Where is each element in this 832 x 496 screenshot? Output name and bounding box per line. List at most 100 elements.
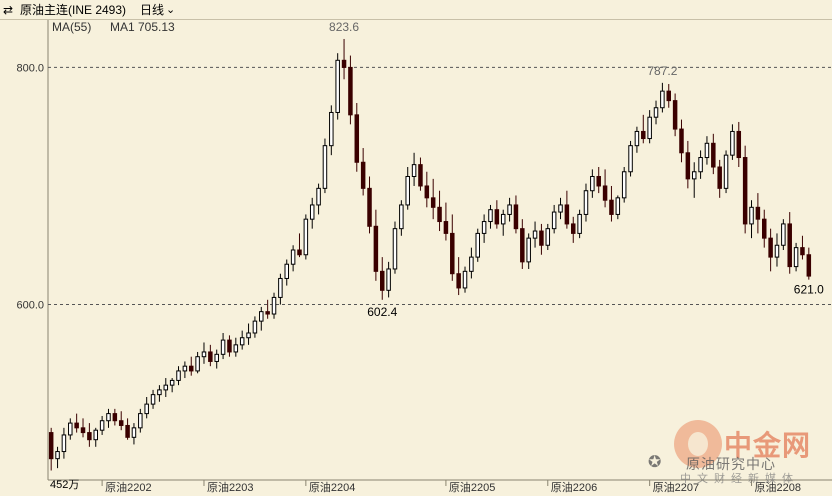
candle-down [118, 420, 124, 426]
chart-header: ⇄ 原油主连(INE 2493) 日线 ⌄ [0, 0, 832, 20]
candle-up [239, 337, 245, 346]
candle-down [74, 422, 79, 429]
candle-up [558, 204, 563, 213]
watermark-brand: 中金网 [724, 430, 812, 461]
candle-up [335, 59, 340, 113]
candle-up [545, 228, 551, 246]
candle-down [125, 424, 130, 438]
x-tick-label: 原油2205 [449, 480, 495, 494]
candle-up [233, 344, 239, 353]
candle-down [265, 311, 270, 315]
candle-up [201, 351, 207, 358]
candle-down [761, 218, 767, 239]
candle-down [430, 197, 436, 208]
candlestick-chart[interactable]: 600.0 800.0 原油2202 原油2203 原油2204 原油2205 原油220… [0, 20, 832, 496]
candle-up [462, 270, 468, 289]
candle-up [220, 339, 226, 355]
candle-up [329, 111, 334, 147]
candle-up [303, 218, 309, 256]
x-tick-label: 原油2204 [309, 480, 355, 494]
candle-down [666, 90, 672, 102]
candle-down [379, 270, 385, 291]
candle-down [348, 66, 353, 116]
candle-up [469, 256, 474, 272]
candle-up [507, 204, 512, 215]
candle-up [793, 247, 799, 268]
candle-up [252, 320, 258, 334]
candle-up [163, 384, 169, 391]
candle-down [609, 199, 614, 215]
candle-up [660, 90, 665, 109]
candle-down [112, 413, 118, 422]
candle-up [590, 175, 595, 192]
candle-down [456, 273, 461, 289]
candle-down [360, 161, 366, 189]
candle-down [685, 152, 691, 180]
watermark-logo [674, 420, 722, 468]
candle-down [539, 230, 544, 246]
candle-up [749, 206, 754, 225]
candle-up [214, 353, 219, 362]
x-tick-label: 原油2202 [105, 480, 151, 494]
indicator-ma1: MA1 705.13 [110, 20, 175, 34]
price-annotation: 823.6 [329, 20, 359, 34]
candle-up [647, 116, 652, 140]
candle-up [144, 403, 149, 415]
candle-up [246, 332, 251, 339]
candle-up [475, 232, 481, 258]
candle-up [150, 394, 156, 405]
candle-down [679, 128, 684, 154]
candle-down [806, 254, 812, 277]
candle-down [711, 142, 716, 168]
candle-up [93, 429, 99, 441]
candle-up [99, 420, 105, 431]
grid-lines [48, 66, 832, 306]
candle-down [602, 185, 608, 201]
price-annotation: 621.0 [794, 283, 824, 297]
x-tick-label: 原油2203 [207, 480, 253, 494]
candle-up [271, 296, 277, 315]
period-selector[interactable]: 日线 [140, 3, 165, 17]
candle-down [672, 100, 678, 130]
candle-down [208, 351, 213, 362]
candle-up [290, 249, 296, 265]
x-tick-label: 原油2206 [551, 480, 597, 494]
candle-up [577, 213, 582, 234]
y-tick-label: 800.0 [16, 62, 44, 74]
candle-down [742, 157, 748, 225]
candle-down [437, 206, 442, 223]
candle-down [513, 204, 519, 230]
price-annotation: 787.2 [647, 64, 677, 78]
candle-up [169, 379, 175, 386]
candle-down [367, 187, 372, 227]
swap-arrows-icon[interactable]: ⇄ [3, 2, 14, 17]
candle-up [488, 209, 493, 223]
candle-up [634, 130, 640, 147]
candle-up [628, 145, 633, 173]
price-annotation: 602.4 [367, 305, 397, 319]
candle-up [583, 190, 589, 215]
candle-up [551, 211, 557, 230]
candle-up [653, 107, 659, 118]
candle-up [392, 228, 398, 270]
y-tick-label: 600.0 [16, 300, 44, 312]
candle-up [730, 130, 735, 156]
candle-down [418, 164, 423, 187]
candle-up [399, 204, 404, 230]
candle-down [424, 185, 430, 199]
candle-up [131, 427, 137, 438]
candle-down [341, 59, 347, 68]
candle-down [736, 130, 742, 159]
candle-up [176, 370, 181, 381]
candle-up [698, 157, 703, 173]
instrument-title[interactable]: 原油主连(INE 2493) [20, 3, 127, 17]
chevron-down-icon[interactable]: ⌄ [166, 4, 176, 16]
watermark-subtitle: 中文财经新媒体 [680, 473, 799, 485]
candle-down [520, 228, 525, 263]
candle-up [500, 213, 506, 225]
candle-down [48, 432, 54, 460]
candle-up [55, 451, 60, 460]
candle-up [723, 154, 729, 189]
candle-up [284, 263, 290, 279]
candle-up [259, 311, 264, 322]
